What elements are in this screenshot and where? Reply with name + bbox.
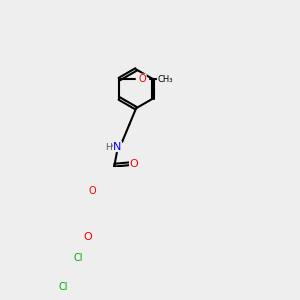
Text: H: H <box>105 142 112 152</box>
Text: O: O <box>83 232 92 242</box>
Text: CH₃: CH₃ <box>157 75 173 84</box>
Text: O: O <box>139 74 146 84</box>
Text: Cl: Cl <box>59 282 68 292</box>
Text: O: O <box>88 186 96 196</box>
Text: O: O <box>130 159 138 169</box>
Text: N: N <box>113 142 122 152</box>
Text: Cl: Cl <box>73 253 83 263</box>
